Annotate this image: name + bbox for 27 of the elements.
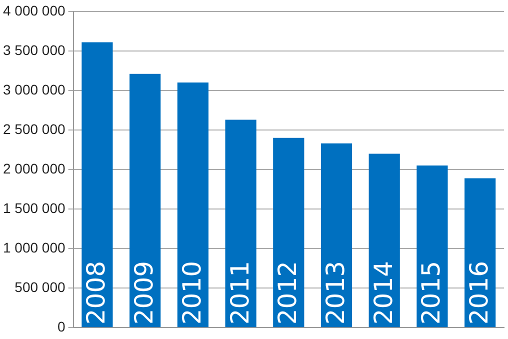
y-tick-label: 2 000 000: [2, 160, 66, 176]
y-tick-label: 0: [57, 318, 66, 334]
bar: [130, 74, 161, 328]
x-tick-label: 2010: [177, 260, 206, 325]
x-tick-label: 2012: [273, 260, 302, 325]
y-tick-label: 4 000 000: [2, 2, 66, 18]
x-tick-label: 2015: [416, 260, 446, 325]
y-tick-label: 1 000 000: [2, 239, 66, 256]
y-tick-label: 3 500 000: [2, 42, 66, 58]
y-tick-label: 3 000 000: [2, 81, 66, 98]
x-tick-label: 2008: [82, 260, 111, 325]
y-tick-label: 1 500 000: [2, 200, 66, 216]
x-tick-label: 2009: [130, 260, 159, 325]
bar: [416, 166, 448, 328]
bar: [225, 120, 256, 328]
x-tick-label: 2014: [368, 260, 398, 325]
bar: [464, 178, 496, 328]
x-tick-label: 2013: [321, 260, 350, 325]
y-tick-label: 2 500 000: [2, 120, 66, 137]
bar: [273, 138, 304, 328]
bar: [320, 143, 352, 328]
bar: [177, 82, 208, 328]
x-tick-label: 2011: [225, 260, 254, 325]
x-tick-label: 2016: [464, 260, 494, 325]
y-tick-label: 500 000: [14, 278, 66, 295]
bar: [368, 154, 400, 328]
bar: [82, 42, 113, 328]
